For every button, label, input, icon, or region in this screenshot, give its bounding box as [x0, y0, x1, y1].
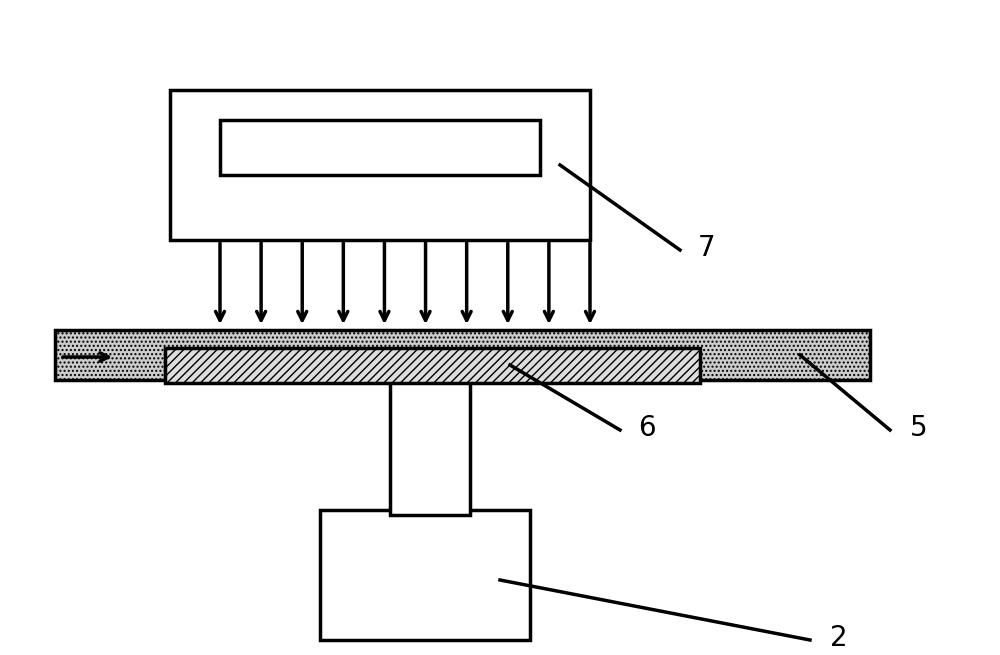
Text: 7: 7 — [698, 234, 716, 262]
Bar — [55, 330, 870, 380]
Bar — [220, 120, 540, 175]
Text: 5: 5 — [910, 414, 928, 442]
Text: 6: 6 — [638, 414, 656, 442]
Bar — [390, 380, 470, 515]
Bar — [170, 90, 590, 240]
Bar — [165, 348, 700, 383]
Bar — [320, 510, 530, 640]
Text: 2: 2 — [830, 624, 848, 652]
